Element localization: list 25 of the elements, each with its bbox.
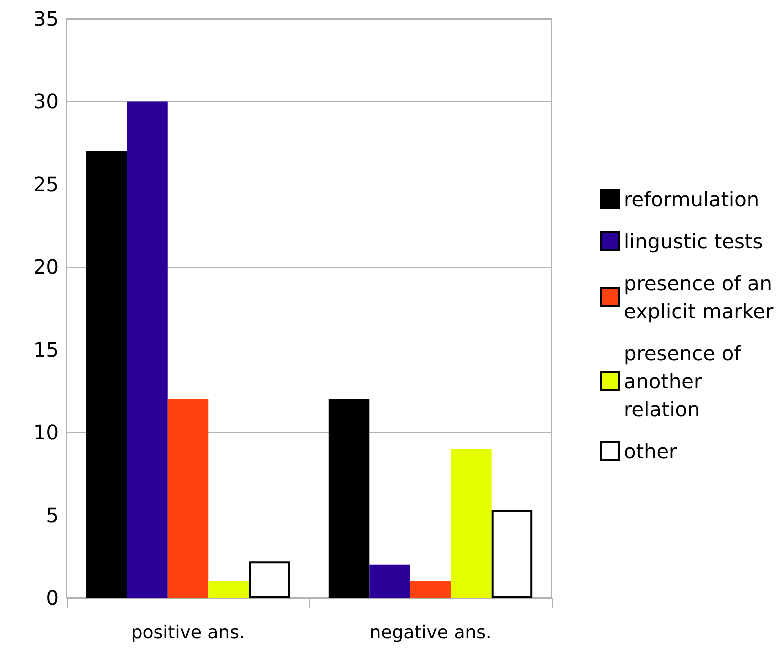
bar	[328, 399, 370, 598]
bar	[492, 510, 533, 598]
y-tick-label: 15	[34, 338, 59, 362]
y-tick-label: 0	[46, 586, 59, 610]
y-tick-label: 10	[34, 420, 59, 445]
bar	[127, 102, 168, 598]
y-tick-label: 5	[46, 503, 59, 528]
legend-label: other	[624, 440, 678, 464]
legend-label: lingustic tests	[624, 230, 764, 254]
bar	[86, 151, 128, 598]
legend-label: reformulation	[624, 188, 760, 212]
bar	[208, 581, 250, 598]
y-tick-label: 20	[34, 255, 59, 280]
bar	[168, 399, 209, 598]
legend-label: presence of an explicit marker	[624, 272, 779, 324]
bar	[370, 564, 410, 598]
bar	[451, 449, 492, 598]
x-tick-label: negative ans.	[370, 622, 492, 644]
y-tick-label: 35	[34, 7, 59, 31]
legend-label: presence of another relation	[624, 342, 748, 422]
bar	[410, 581, 452, 598]
y-tick-label: 25	[34, 172, 59, 196]
x-tick-label: positive ans.	[131, 622, 246, 644]
y-tick-label: 30	[34, 90, 59, 114]
bar	[249, 562, 290, 598]
